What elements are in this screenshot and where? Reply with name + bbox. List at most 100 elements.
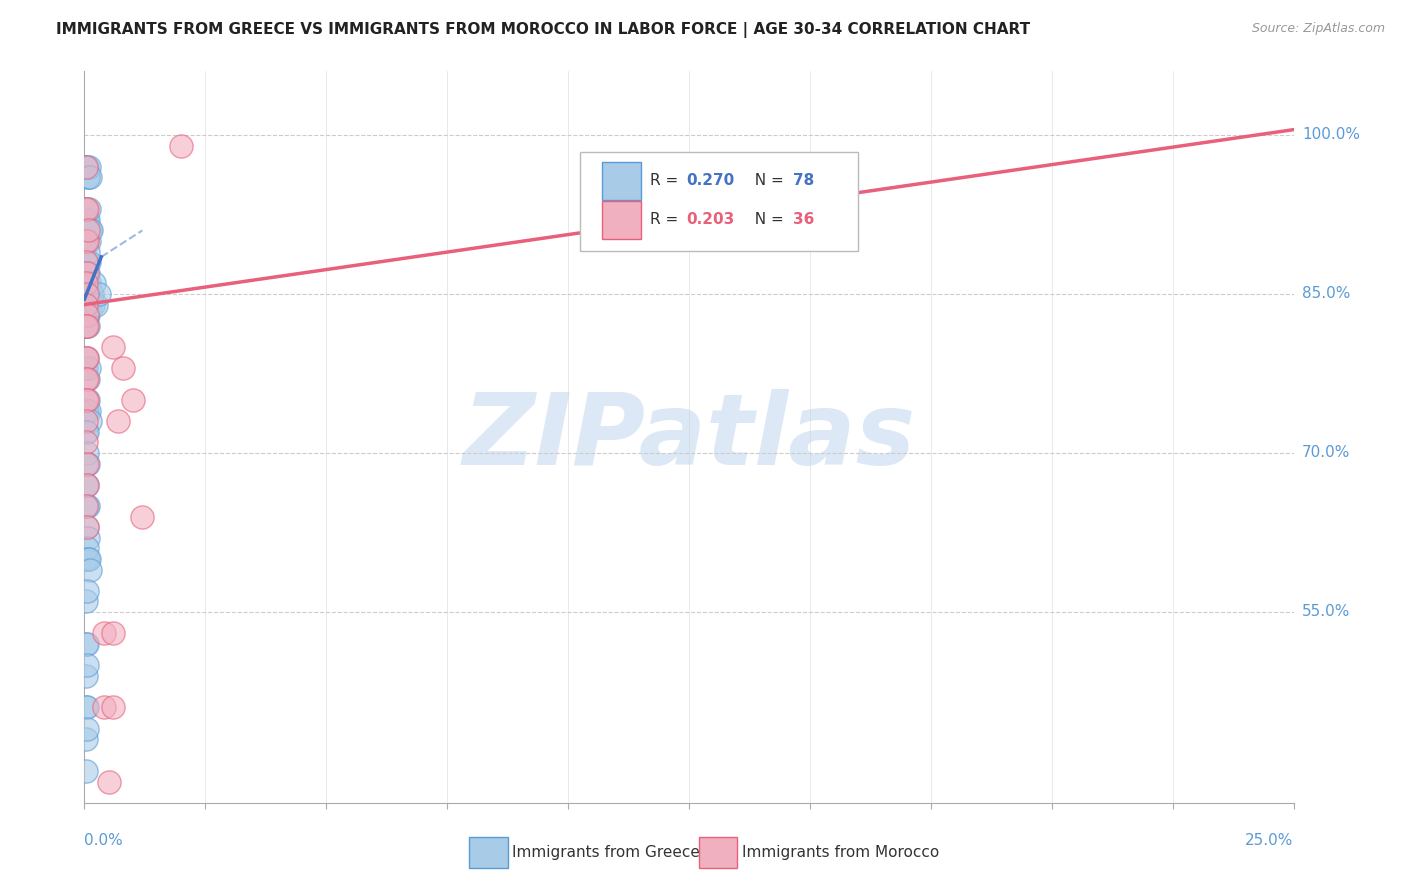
Point [75, 414, 97, 428]
Point [76, 318, 98, 333]
Point [76, 499, 98, 513]
Point [75, 732, 97, 747]
Point [75, 637, 97, 651]
Point [76, 212, 98, 227]
Point [170, 138, 193, 153]
Point [75, 361, 97, 376]
Point [97, 774, 120, 789]
Text: 0.0%: 0.0% [84, 833, 124, 848]
Point [75, 297, 97, 311]
Point [82, 297, 104, 311]
Point [75, 266, 97, 280]
Text: 78: 78 [793, 173, 814, 187]
Point [112, 361, 135, 376]
Point [77, 212, 100, 227]
Point [76, 255, 98, 269]
Point [75, 277, 97, 291]
Point [76, 266, 98, 280]
Point [76, 351, 98, 365]
Point [77, 244, 100, 259]
Point [76, 372, 98, 386]
Point [76, 351, 98, 365]
Point [75, 372, 97, 386]
Point [75, 668, 97, 682]
Point [76, 308, 98, 322]
Point [77, 255, 100, 269]
FancyBboxPatch shape [602, 202, 641, 239]
FancyBboxPatch shape [581, 152, 858, 251]
Text: N =: N = [745, 173, 789, 187]
Point [76, 287, 98, 301]
Point [76, 520, 98, 534]
FancyBboxPatch shape [699, 838, 737, 868]
Point [76, 541, 98, 556]
Text: Immigrants from Greece: Immigrants from Greece [512, 845, 700, 860]
Point [79, 297, 101, 311]
Text: 100.0%: 100.0% [1302, 128, 1360, 143]
Point [75, 435, 97, 450]
Text: Source: ZipAtlas.com: Source: ZipAtlas.com [1251, 22, 1385, 36]
Text: Immigrants from Morocco: Immigrants from Morocco [742, 845, 939, 860]
Point [76, 392, 98, 407]
Point [75, 457, 97, 471]
Point [76, 308, 98, 322]
Point [75, 425, 97, 439]
Point [93, 626, 115, 640]
Point [77, 552, 100, 566]
Point [76, 234, 98, 248]
Point [77, 372, 100, 386]
Point [75, 594, 97, 608]
Point [75, 403, 97, 417]
Point [79, 170, 101, 185]
Point [76, 223, 98, 237]
Point [76, 637, 98, 651]
Point [103, 626, 125, 640]
Point [75, 700, 97, 714]
Point [76, 318, 98, 333]
Point [131, 509, 153, 524]
Point [75, 318, 97, 333]
FancyBboxPatch shape [602, 161, 641, 200]
Point [75, 160, 97, 174]
Text: N =: N = [745, 212, 789, 227]
Point [76, 223, 98, 237]
Point [75, 234, 97, 248]
Text: R =: R = [650, 212, 683, 227]
Point [76, 234, 98, 248]
Point [77, 202, 100, 216]
Point [75, 318, 97, 333]
Point [76, 170, 98, 185]
Text: 0.203: 0.203 [686, 212, 735, 227]
Point [76, 658, 98, 673]
Point [80, 287, 103, 301]
Text: IMMIGRANTS FROM GREECE VS IMMIGRANTS FROM MOROCCO IN LABOR FORCE | AGE 30-34 COR: IMMIGRANTS FROM GREECE VS IMMIGRANTS FRO… [56, 22, 1031, 38]
Point [77, 552, 100, 566]
Text: 36: 36 [793, 212, 814, 227]
Point [79, 414, 101, 428]
Point [75, 477, 97, 491]
Point [76, 499, 98, 513]
Point [76, 457, 98, 471]
Point [77, 234, 100, 248]
Text: 25.0%: 25.0% [1246, 833, 1294, 848]
Point [75, 255, 97, 269]
Point [75, 297, 97, 311]
Point [77, 308, 100, 322]
Point [75, 202, 97, 216]
Text: 70.0%: 70.0% [1302, 445, 1350, 460]
Point [77, 403, 100, 417]
Text: 85.0%: 85.0% [1302, 286, 1350, 301]
Point [75, 361, 97, 376]
Point [76, 446, 98, 460]
Point [76, 520, 98, 534]
FancyBboxPatch shape [468, 838, 508, 868]
Point [76, 287, 98, 301]
Text: ZIPatlas: ZIPatlas [463, 389, 915, 485]
Point [86, 297, 108, 311]
Text: R =: R = [650, 173, 683, 187]
Point [75, 266, 97, 280]
Point [76, 700, 98, 714]
Point [76, 202, 98, 216]
Point [76, 392, 98, 407]
Point [75, 255, 97, 269]
